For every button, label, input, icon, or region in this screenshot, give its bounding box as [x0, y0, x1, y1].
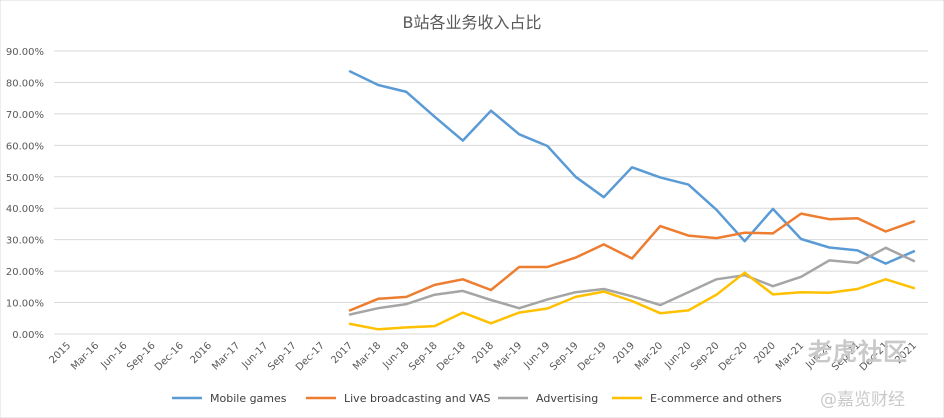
- watermark-logo: 老虎社区: [808, 338, 908, 366]
- chart-title: B站各业务收入占比: [403, 13, 542, 32]
- series-line-1: [348, 70, 916, 265]
- y-tick-label: 80.00%: [6, 78, 44, 89]
- watermark-handle: @嘉览财经: [820, 390, 905, 410]
- y-tick-label: 0.00%: [12, 330, 44, 341]
- y-tick-label: 70.00%: [6, 110, 44, 121]
- y-tick-label: 30.00%: [6, 236, 44, 247]
- legend-label: Live broadcasting and VAS: [344, 392, 491, 405]
- y-tick-label: 90.00%: [6, 47, 44, 58]
- legend: Mobile games Live broadcasting and VAS Adv…: [172, 392, 782, 405]
- legend-label: E-commerce and others: [650, 392, 782, 405]
- y-tick-label: 40.00%: [6, 204, 44, 215]
- series-line-2: [348, 212, 916, 312]
- y-tick-label: 10.00%: [6, 299, 44, 310]
- series-line-4: [348, 271, 916, 331]
- y-tick-label: 50.00%: [6, 173, 44, 184]
- y-axis: 90.00% 80.00% 70.00% 60.00% 50.00% 40.00% 30.0…: [6, 47, 44, 341]
- legend-label: Mobile games: [210, 392, 287, 405]
- legend-label: Advertising: [536, 392, 598, 405]
- y-tick-label: 20.00%: [6, 267, 44, 278]
- series-line-3: [348, 246, 916, 316]
- series-lines: [348, 70, 916, 331]
- gridlines: [54, 50, 928, 335]
- y-tick-label: 60.00%: [6, 141, 44, 152]
